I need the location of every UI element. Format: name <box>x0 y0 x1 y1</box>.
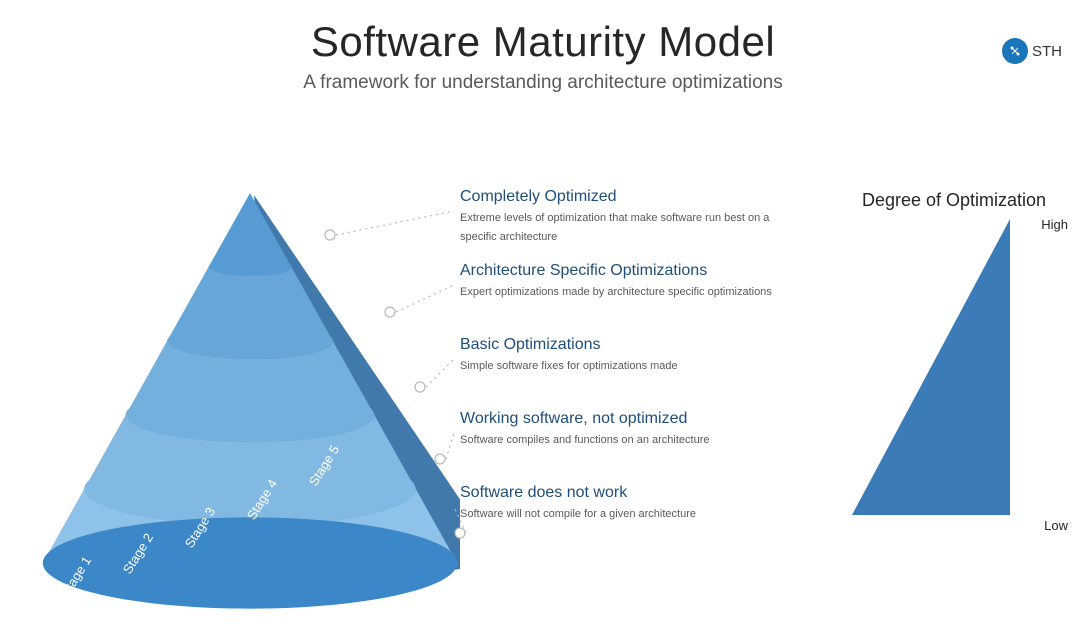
callout-title: Working software, not optimized <box>460 410 709 428</box>
content-area: Stage 1Stage 2Stage 3Stage 4Stage 5 Comp… <box>0 168 1086 624</box>
logo: STH <box>1002 38 1062 64</box>
callout-desc: Software compiles and functions on an ar… <box>460 431 709 450</box>
degree-high-label: High <box>1041 217 1068 232</box>
degree-low-label: Low <box>1044 518 1068 533</box>
callout-1: Completely Optimized Extreme levels of op… <box>460 188 780 246</box>
callout-4: Working software, not optimized Software … <box>460 410 709 450</box>
callout-title: Architecture Specific Optimizations <box>460 262 772 280</box>
callout-5: Software does not work Software will not … <box>460 484 696 524</box>
callout-title: Basic Optimizations <box>460 336 678 354</box>
logo-icon <box>1002 38 1028 64</box>
logo-text: STH <box>1032 43 1062 60</box>
callout-title: Completely Optimized <box>460 188 780 206</box>
page-subtitle: A framework for understanding architectu… <box>0 72 1086 94</box>
callout-2: Architecture Specific Optimizations Exper… <box>460 262 772 302</box>
callout-title: Software does not work <box>460 484 696 502</box>
callout-desc: Simple software fixes for optimizations … <box>460 357 678 376</box>
page-title: Software Maturity Model <box>0 18 1086 66</box>
degree-panel: Degree of Optimization High Low <box>840 190 1068 545</box>
degree-triangle <box>840 215 1020 535</box>
degree-title: Degree of Optimization <box>840 190 1068 211</box>
callout-3: Basic Optimizations Simple software fixes… <box>460 336 678 376</box>
callout-desc: Software will not compile for a given ar… <box>460 505 696 524</box>
callout-desc: Expert optimizations made by architectur… <box>460 283 772 302</box>
callout-desc: Extreme levels of optimization that make… <box>460 209 780 246</box>
